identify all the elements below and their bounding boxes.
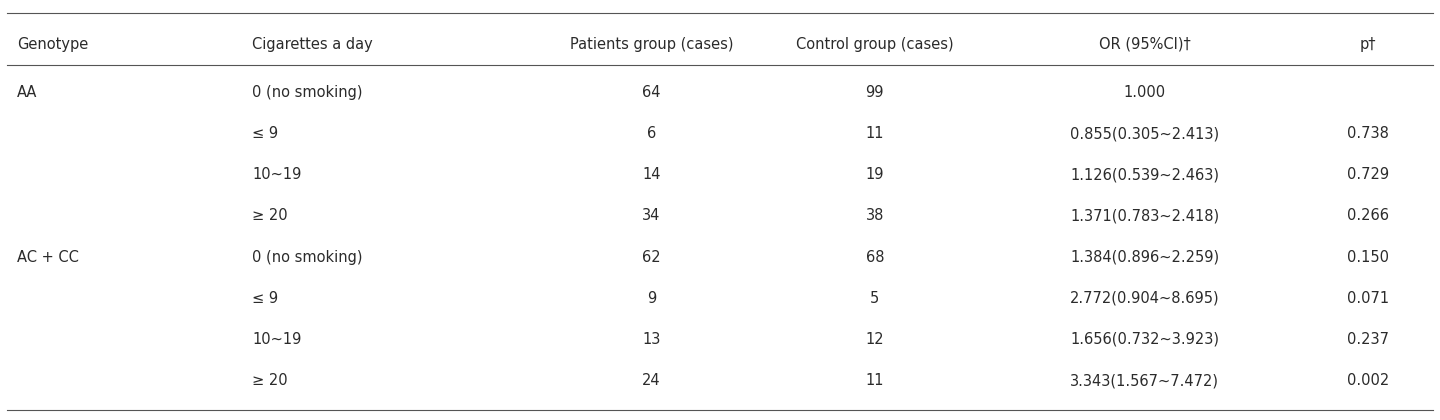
Text: 0.738: 0.738 (1346, 126, 1390, 141)
Text: ≤ 9: ≤ 9 (252, 291, 278, 306)
Text: 0.729: 0.729 (1346, 167, 1390, 182)
Text: 68: 68 (865, 249, 884, 265)
Text: 14: 14 (642, 167, 661, 182)
Text: 34: 34 (642, 208, 661, 223)
Text: 9: 9 (647, 291, 657, 306)
Text: 1.384(0.896~2.259): 1.384(0.896~2.259) (1070, 249, 1220, 265)
Text: Patients group (cases): Patients group (cases) (570, 37, 733, 52)
Text: Cigarettes a day: Cigarettes a day (252, 37, 373, 52)
Text: 1.371(0.783~2.418): 1.371(0.783~2.418) (1070, 208, 1220, 223)
Text: Genotype: Genotype (17, 37, 88, 52)
Text: 0.237: 0.237 (1346, 332, 1390, 347)
Text: Control group (cases): Control group (cases) (796, 37, 953, 52)
Text: 12: 12 (865, 332, 884, 347)
Text: 0.855(0.305~2.413): 0.855(0.305~2.413) (1070, 126, 1220, 141)
Text: p†: p† (1359, 37, 1377, 52)
Text: 0.002: 0.002 (1346, 373, 1390, 388)
Text: 2.772(0.904~8.695): 2.772(0.904~8.695) (1070, 291, 1220, 306)
Text: 0 (no smoking): 0 (no smoking) (252, 249, 363, 265)
Text: 38: 38 (865, 208, 884, 223)
Text: 24: 24 (642, 373, 661, 388)
Text: 10~19: 10~19 (252, 167, 301, 182)
Text: 1.000: 1.000 (1123, 85, 1166, 100)
Text: ≤ 9: ≤ 9 (252, 126, 278, 141)
Text: ≥ 20: ≥ 20 (252, 373, 288, 388)
Text: 0.150: 0.150 (1346, 249, 1390, 265)
Text: AC + CC: AC + CC (17, 249, 79, 265)
Text: 13: 13 (642, 332, 661, 347)
Text: 0.266: 0.266 (1346, 208, 1390, 223)
Text: AA: AA (17, 85, 37, 100)
Text: 64: 64 (642, 85, 661, 100)
Text: 0.071: 0.071 (1346, 291, 1390, 306)
Text: ≥ 20: ≥ 20 (252, 208, 288, 223)
Text: 5: 5 (870, 291, 880, 306)
Text: 19: 19 (865, 167, 884, 182)
Text: 99: 99 (865, 85, 884, 100)
Text: OR (95%CI)†: OR (95%CI)† (1099, 37, 1191, 52)
Text: 11: 11 (865, 126, 884, 141)
Text: 10~19: 10~19 (252, 332, 301, 347)
Text: 0 (no smoking): 0 (no smoking) (252, 85, 363, 100)
Text: 62: 62 (642, 249, 661, 265)
Text: 3.343(1.567~7.472): 3.343(1.567~7.472) (1070, 373, 1220, 388)
Text: 1.656(0.732~3.923): 1.656(0.732~3.923) (1070, 332, 1220, 347)
Text: 11: 11 (865, 373, 884, 388)
Text: 1.126(0.539~2.463): 1.126(0.539~2.463) (1070, 167, 1220, 182)
Text: 6: 6 (647, 126, 657, 141)
